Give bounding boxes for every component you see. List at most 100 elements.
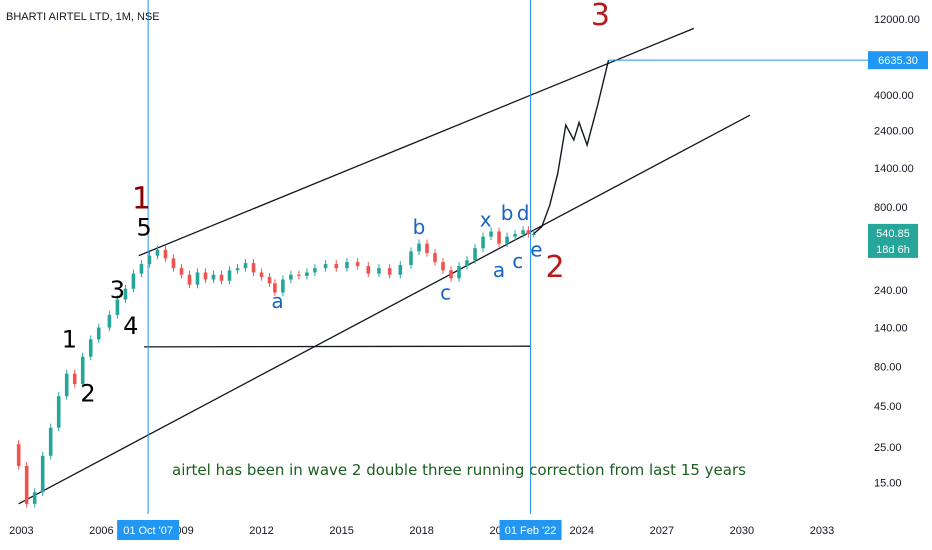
wave-label: x [480,208,492,232]
price-tick-label: 25.00 [874,442,902,454]
price-tick-label: 1400.00 [874,163,914,175]
candle-body [289,274,293,280]
wave-label: 1 [62,325,77,353]
time-tick-label: 2006 [89,525,113,537]
wave-label: d [517,201,530,225]
candle-body [505,236,509,244]
candle-body [259,272,264,278]
candle-body [171,258,176,269]
candle-body [417,243,421,252]
candle-body [465,260,469,267]
candlestick-series [16,226,536,508]
time-tick-label: 2018 [409,525,433,537]
price-axis[interactable]: 12000.00 4000.00 2400.00 1400.00 800.00 240.0… [868,14,928,489]
date-marker-label: 01 Oct '07 [123,525,173,537]
wave-label: b [501,201,514,225]
candle-body [203,272,208,280]
trendline[interactable] [138,27,695,257]
wave-label: 1 [132,182,151,217]
candle-body [313,268,317,273]
candle-body [281,279,285,293]
price-tick-label: 80.00 [874,361,902,373]
candle-body [387,268,392,275]
candle-body [489,231,493,237]
candle-body [56,396,61,428]
candle-body [219,274,224,281]
candle-body [211,274,216,280]
candle-body [243,263,248,269]
time-tick-label: 2015 [329,525,353,537]
candle-body [32,492,37,504]
trendline[interactable] [144,345,532,348]
candle-body [481,236,485,249]
wave-label: a [271,289,283,313]
wave-label: a [493,258,505,282]
candle-body [334,264,339,269]
wave-label: 3 [110,276,125,304]
candle-body [398,265,403,275]
price-tick-label: 15.00 [874,477,902,489]
candle-body [513,234,517,237]
candle-body [433,253,437,263]
candle-body [297,274,301,276]
price-tick-label: 12000.00 [874,14,920,26]
time-tick-label: 2024 [570,525,594,537]
price-tick-label: 45.00 [874,401,902,413]
price-tick-label: 240.00 [874,285,908,297]
wave-label: e [530,238,542,262]
projection-path-group [533,59,868,235]
trendline-group[interactable] [18,0,751,514]
candle-body [24,465,29,504]
candle-body [273,283,277,293]
time-axis[interactable]: 2003200620092012201520182021202420272030… [9,520,834,540]
candle-body [345,262,349,269]
candle-body [235,268,240,271]
wave-label: c [512,249,523,273]
date-marker-badge [499,520,562,540]
candle-body [409,251,413,266]
trendline[interactable] [18,114,751,505]
price-tick-label: 800.00 [874,202,908,214]
candle-body [305,272,309,276]
wave-label: 2 [546,250,565,285]
candle-body [473,248,477,261]
candle-body [80,356,85,385]
candle-body [139,264,144,274]
bar-countdown-label: 18d 6h [876,244,910,256]
candle-body [72,373,77,385]
annotation-text: airtel has been in wave 2 double three r… [172,461,746,479]
time-tick-label: 2033 [810,525,834,537]
candle-body [16,444,21,466]
candle-body [441,262,445,271]
candle-body [457,266,461,279]
wave-label: 5 [136,213,151,241]
candle-body [195,272,200,285]
candle-body [323,264,328,269]
candle-body [227,270,232,281]
date-marker-badge [117,520,180,540]
last-price-label: 540.85 [876,228,910,240]
projection-path [533,60,610,235]
wave-label: 4 [123,312,138,340]
target-price-badge [868,51,928,70]
candle-body [366,266,371,274]
price-tick-label: 4000.00 [874,90,914,102]
candle-body [48,427,53,456]
candle-body [267,277,272,284]
candle-body [155,249,160,256]
candle-body [64,373,69,397]
candle-body [115,299,120,315]
candle-body [96,327,101,340]
candle-body [107,314,112,328]
price-tick-label: 2400.00 [874,126,914,138]
target-price-label: 6635.30 [878,55,918,67]
candle-body [377,268,381,274]
candle-body [88,339,93,357]
candle-body [163,249,168,259]
price-tick-label: 140.00 [874,323,908,335]
time-tick-label: 2027 [650,525,674,537]
candle-body [123,288,128,300]
last-price-badge [868,223,918,258]
chart-title: BHARTI AIRTEL LTD, 1M, NSE [6,11,160,23]
